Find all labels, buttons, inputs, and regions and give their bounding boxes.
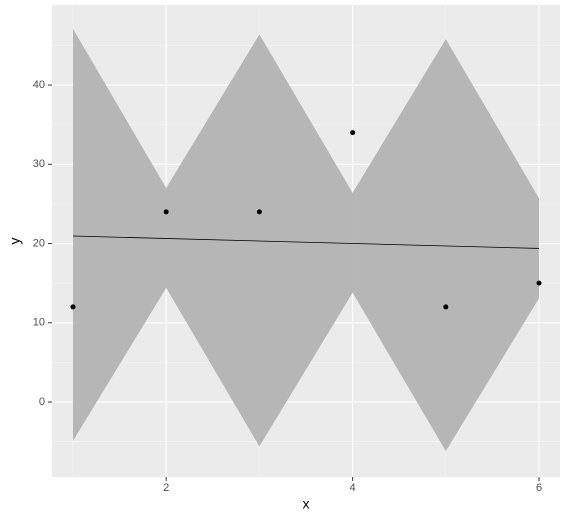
- confidence-ribbon: [72, 28, 540, 452]
- point: [256, 209, 262, 215]
- point: [70, 304, 76, 310]
- y-tick-label: 10: [33, 317, 45, 329]
- y-tick-label: 20: [33, 237, 45, 249]
- point: [163, 209, 169, 215]
- x-tick-label: 2: [163, 482, 169, 494]
- point: [536, 280, 542, 286]
- y-axis-title: y: [7, 238, 23, 245]
- x-axis-title: x: [303, 496, 310, 512]
- y-tick-label: 30: [33, 158, 45, 170]
- y-tick-label: 0: [39, 396, 45, 408]
- y-tick-label: 40: [33, 79, 45, 91]
- fit-line: [72, 235, 540, 249]
- x-tick-label: 4: [350, 482, 356, 494]
- point: [443, 304, 449, 310]
- point: [350, 130, 356, 136]
- x-tick-label: 6: [536, 482, 542, 494]
